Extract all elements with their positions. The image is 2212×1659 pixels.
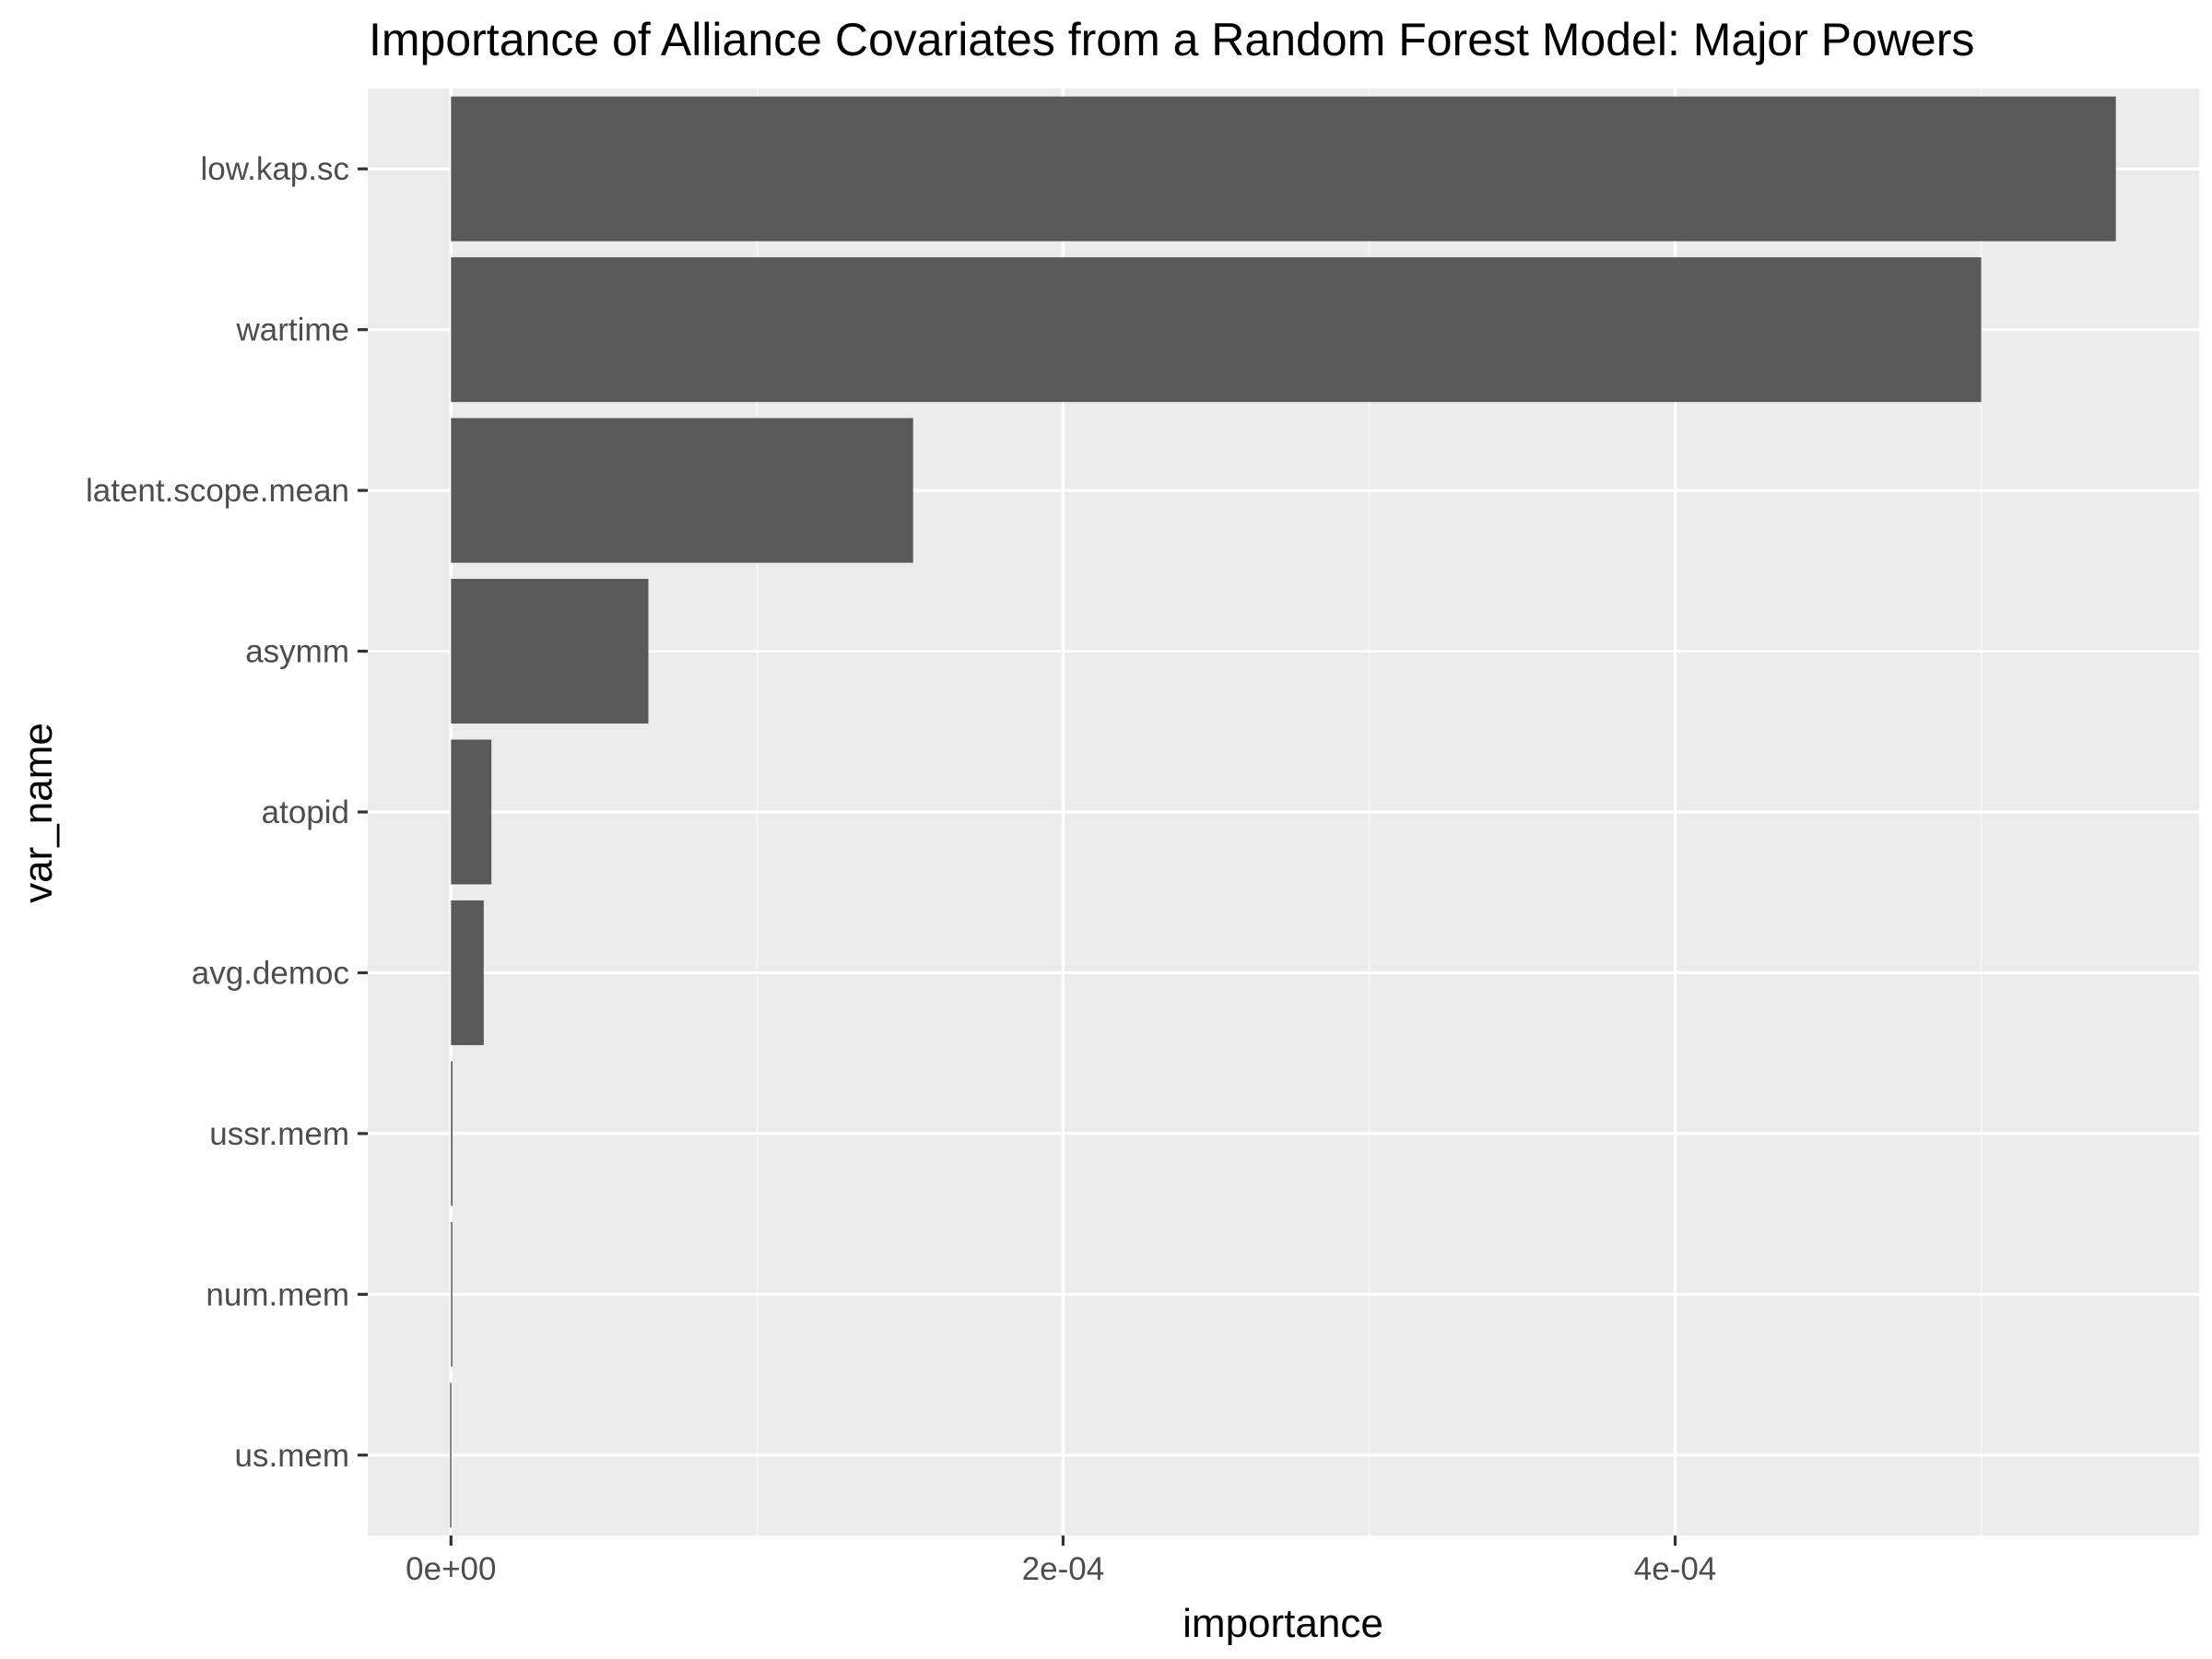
x-tick-label: 4e-04: [1634, 1551, 1717, 1587]
bar-wartime: [451, 257, 1982, 403]
chart-title: Importance of Alliance Covariates from a…: [369, 14, 1974, 65]
bar-layer: [450, 96, 2116, 1528]
y-tick-label: wartime: [235, 312, 349, 348]
y-tick-label: latent.scope.mean: [86, 473, 349, 509]
bar-num.mem: [451, 1221, 453, 1367]
bar-us.mem: [450, 1382, 452, 1528]
y-axis: low.kap.sc wartime latent.scope.mean asymm a…: [86, 151, 368, 1474]
y-tick-label: avg.democ: [192, 955, 349, 991]
bar-atopid: [451, 739, 492, 885]
y-axis-title: var_name: [16, 723, 61, 903]
x-tick-label: 0e+00: [406, 1551, 496, 1587]
bar-asymm: [451, 579, 649, 724]
y-tick-label: ussr.mem: [209, 1116, 349, 1152]
bar-ussr.mem: [451, 1061, 453, 1206]
x-axis-title: importance: [1182, 1601, 1383, 1646]
bar-avg.democ: [451, 900, 484, 1045]
y-tick-label: low.kap.sc: [201, 151, 349, 187]
y-tick-label: us.mem: [235, 1438, 349, 1474]
x-tick-label: 2e-04: [1022, 1551, 1105, 1587]
y-tick-label: atopid: [262, 794, 349, 830]
x-axis: 0e+00 2e-04 4e-04: [406, 1535, 1716, 1587]
y-tick-label: num.mem: [206, 1277, 349, 1312]
bar-low.kap.sc: [451, 96, 2116, 241]
y-tick-label: asymm: [245, 634, 349, 670]
bar-latent.scope.mean: [451, 418, 913, 563]
